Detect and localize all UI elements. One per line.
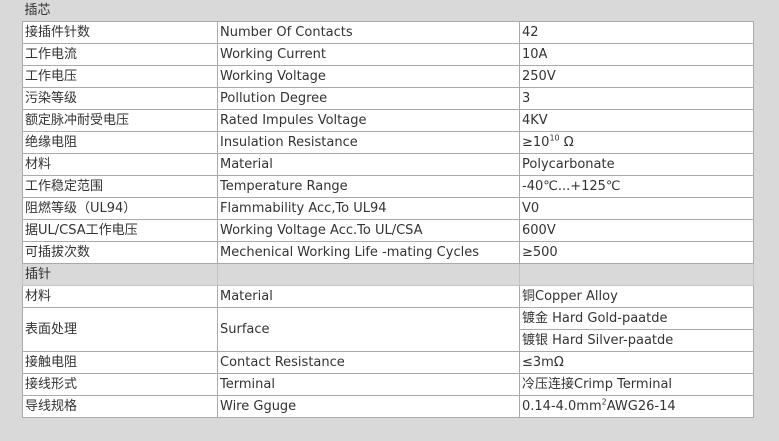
section-title: 插针 [22,263,218,286]
section-header: 插针 [22,263,754,286]
chinese-label: 据UL/CSA工作电压 [22,219,218,242]
english-label: Number Of Contacts [217,21,520,44]
english-label: Flammability Acc,To UL94 [217,197,520,220]
chinese-label: 材料 [22,285,218,308]
chinese-label: 阻燃等级（UL94） [22,197,218,220]
section-header: 插芯 [22,0,754,22]
table-row: 绝缘电阻 Insulation Resistance ≥1010 Ω [22,131,754,154]
chinese-label: 材料 [22,153,218,176]
value-part: ≥10 [522,135,550,150]
value: 4KV [519,109,754,132]
chinese-label: 额定脉冲耐受电压 [22,109,218,132]
english-label: Working Voltage [217,65,520,88]
value: 10A [519,43,754,66]
english-label: Working Current [217,43,520,66]
english-label: Temperature Range [217,175,520,198]
value: 600V [519,219,754,242]
section-title: 插芯 [22,0,754,22]
english-label: Pollution Degree [217,87,520,110]
table-row: 表面处理 Surface 镀金 Hard Gold-paatde [22,307,754,352]
superscript: 2 [601,397,607,407]
english-label: Surface [217,307,520,352]
value: -40℃...+125℃ [519,175,754,198]
chinese-label: 工作稳定范围 [22,175,218,198]
english-label: Material [217,285,520,308]
chinese-label: 表面处理 [22,307,218,352]
table-row: 材料 Material Polycarbonate [22,153,754,176]
value-part: AWG26-14 [606,399,676,414]
chinese-label: 导线规格 [22,395,218,418]
value: V0 [519,197,754,220]
table-row: 接插件针数 Number Of Contacts 42 [22,21,754,44]
value: 250V [519,65,754,88]
value: ≥1010 Ω [519,131,754,154]
table-row: 额定脉冲耐受电压 Rated Impules Voltage 4KV [22,109,754,132]
table-row: 可插拔次数 Mechenical Working Life -mating Cyc… [22,241,754,264]
table-row: 阻燃等级（UL94） Flammability Acc,To UL94 V0 [22,197,754,220]
chinese-label: 接线形式 [22,373,218,396]
english-label: Mechenical Working Life -mating Cycles [217,241,520,264]
english-label: Wire Gguge [217,395,520,418]
table-row: 据UL/CSA工作电压 Working Voltage Acc.To UL/CSA… [22,219,754,242]
table-row: 接触电阻 Contact Resistance ≤3mΩ [22,351,754,374]
value: ≥500 [519,241,754,264]
empty-cell [217,263,520,286]
chinese-label: 接插件针数 [22,21,218,44]
value-part: 0.14-4.0mm [522,399,602,414]
english-label: Material [217,153,520,176]
chinese-label: 工作电流 [22,43,218,66]
spec-table: 插芯 接插件针数 Number Of Contacts 42 工作电流 Working C… [22,0,754,418]
table-row: 接线形式 Terminal 冷压连接Crimp Terminal [22,373,754,396]
english-label: Contact Resistance [217,351,520,374]
table-row: 工作电流 Working Current 10A [22,43,754,66]
table-row: 污染等级 Pollution Degree 3 [22,87,754,110]
chinese-label: 接触电阻 [22,351,218,374]
chinese-label: 工作电压 [22,65,218,88]
value: 铜Copper Alloy [519,285,754,308]
value: 0.14-4.0mm2AWG26-14 [519,395,754,418]
table-row: 工作电压 Working Voltage 250V [22,65,754,88]
value-part: Ω [559,135,574,150]
value: 镀银 Hard Silver-paatde [519,329,754,352]
table-row: 镀银 Hard Silver-paatde [23,329,754,352]
value: 42 [519,21,754,44]
chinese-label: 可插拔次数 [22,241,218,264]
chinese-label: 污染等级 [22,87,218,110]
chinese-label: 绝缘电阻 [22,131,218,154]
table-row: 导线规格 Wire Gguge 0.14-4.0mm2AWG26-14 [22,395,754,418]
english-label: Terminal [217,373,520,396]
value: 镀金 Hard Gold-paatde [519,307,754,330]
value: 冷压连接Crimp Terminal [519,373,754,396]
english-label: Insulation Resistance [217,131,520,154]
english-label: Working Voltage Acc.To UL/CSA [217,219,520,242]
empty-cell [519,263,754,286]
value: Polycarbonate [519,153,754,176]
superscript: 10 [549,133,560,143]
value: 3 [519,87,754,110]
value: ≤3mΩ [519,351,754,374]
english-label: Rated Impules Voltage [217,109,520,132]
table-row: 材料 Material 铜Copper Alloy [22,285,754,308]
table-row: 工作稳定范围 Temperature Range -40℃...+125℃ [22,175,754,198]
